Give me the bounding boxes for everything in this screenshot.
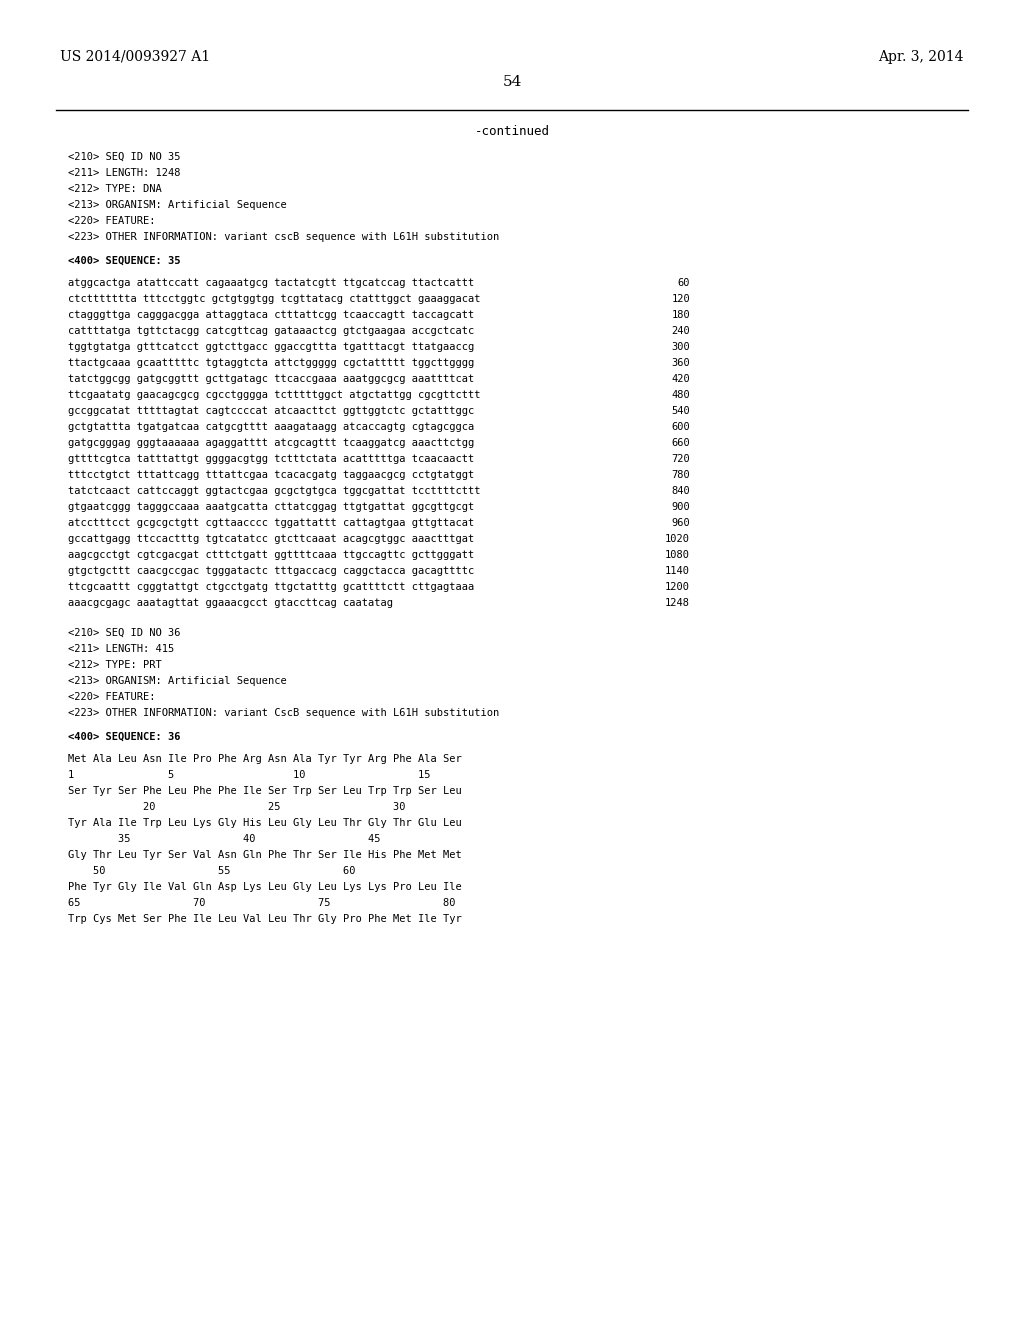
Text: 900: 900 xyxy=(672,502,690,512)
Text: Apr. 3, 2014: Apr. 3, 2014 xyxy=(879,50,964,63)
Text: 54: 54 xyxy=(503,75,521,88)
Text: gttttcgtca tatttattgt ggggacgtgg tctttctata acatttttga tcaacaactt: gttttcgtca tatttattgt ggggacgtgg tctttct… xyxy=(68,454,474,465)
Text: 1               5                   10                  15: 1 5 10 15 xyxy=(68,770,430,780)
Text: Phe Tyr Gly Ile Val Gln Asp Lys Leu Gly Leu Lys Lys Pro Leu Ile: Phe Tyr Gly Ile Val Gln Asp Lys Leu Gly … xyxy=(68,882,462,892)
Text: <211> LENGTH: 415: <211> LENGTH: 415 xyxy=(68,644,174,653)
Text: <210> SEQ ID NO 35: <210> SEQ ID NO 35 xyxy=(68,152,180,162)
Text: gctgtattta tgatgatcaa catgcgtttt aaagataagg atcaccagtg cgtagcggca: gctgtattta tgatgatcaa catgcgtttt aaagata… xyxy=(68,422,474,432)
Text: gccattgagg ttccactttg tgtcatatcc gtcttcaaat acagcgtggc aaactttgat: gccattgagg ttccactttg tgtcatatcc gtcttca… xyxy=(68,535,474,544)
Text: Trp Cys Met Ser Phe Ile Leu Val Leu Thr Gly Pro Phe Met Ile Tyr: Trp Cys Met Ser Phe Ile Leu Val Leu Thr … xyxy=(68,913,462,924)
Text: 1200: 1200 xyxy=(665,582,690,591)
Text: tatctcaact cattccaggt ggtactcgaa gcgctgtgca tggcgattat tccttttcttt: tatctcaact cattccaggt ggtactcgaa gcgctgt… xyxy=(68,486,480,496)
Text: ttcgcaattt cgggtattgt ctgcctgatg ttgctatttg gcattttctt cttgagtaaa: ttcgcaattt cgggtattgt ctgcctgatg ttgctat… xyxy=(68,582,474,591)
Text: <213> ORGANISM: Artificial Sequence: <213> ORGANISM: Artificial Sequence xyxy=(68,676,287,686)
Text: 65                  70                  75                  80: 65 70 75 80 xyxy=(68,898,456,908)
Text: <220> FEATURE:: <220> FEATURE: xyxy=(68,216,156,226)
Text: 360: 360 xyxy=(672,358,690,368)
Text: Tyr Ala Ile Trp Leu Lys Gly His Leu Gly Leu Thr Gly Thr Glu Leu: Tyr Ala Ile Trp Leu Lys Gly His Leu Gly … xyxy=(68,818,462,828)
Text: <210> SEQ ID NO 36: <210> SEQ ID NO 36 xyxy=(68,628,180,638)
Text: <223> OTHER INFORMATION: variant cscB sequence with L61H substitution: <223> OTHER INFORMATION: variant cscB se… xyxy=(68,232,500,242)
Text: tttcctgtct tttattcagg tttattcgaa tcacacgatg taggaacgcg cctgtatggt: tttcctgtct tttattcagg tttattcgaa tcacacg… xyxy=(68,470,474,480)
Text: <220> FEATURE:: <220> FEATURE: xyxy=(68,692,156,702)
Text: 35                  40                  45: 35 40 45 xyxy=(68,834,381,843)
Text: <223> OTHER INFORMATION: variant CscB sequence with L61H substitution: <223> OTHER INFORMATION: variant CscB se… xyxy=(68,708,500,718)
Text: Gly Thr Leu Tyr Ser Val Asn Gln Phe Thr Ser Ile His Phe Met Met: Gly Thr Leu Tyr Ser Val Asn Gln Phe Thr … xyxy=(68,850,462,861)
Text: <400> SEQUENCE: 36: <400> SEQUENCE: 36 xyxy=(68,733,180,742)
Text: 120: 120 xyxy=(672,294,690,304)
Text: tatctggcgg gatgcggttt gcttgatagc ttcaccgaaa aaatggcgcg aaattttcat: tatctggcgg gatgcggttt gcttgatagc ttcaccg… xyxy=(68,374,474,384)
Text: 1020: 1020 xyxy=(665,535,690,544)
Text: atggcactga atattccatt cagaaatgcg tactatcgtt ttgcatccag ttactcattt: atggcactga atattccatt cagaaatgcg tactatc… xyxy=(68,279,474,288)
Text: 660: 660 xyxy=(672,438,690,447)
Text: 840: 840 xyxy=(672,486,690,496)
Text: Ser Tyr Ser Phe Leu Phe Phe Ile Ser Trp Ser Leu Trp Trp Ser Leu: Ser Tyr Ser Phe Leu Phe Phe Ile Ser Trp … xyxy=(68,785,462,796)
Text: 1140: 1140 xyxy=(665,566,690,576)
Text: Met Ala Leu Asn Ile Pro Phe Arg Asn Ala Tyr Tyr Arg Phe Ala Ser: Met Ala Leu Asn Ile Pro Phe Arg Asn Ala … xyxy=(68,754,462,764)
Text: 60: 60 xyxy=(678,279,690,288)
Text: gtgaatcggg tagggccaaa aaatgcatta cttatcggag ttgtgattat ggcgttgcgt: gtgaatcggg tagggccaaa aaatgcatta cttatcg… xyxy=(68,502,474,512)
Text: 20                  25                  30: 20 25 30 xyxy=(68,803,406,812)
Text: aaacgcgagc aaatagttat ggaaacgcct gtaccttcag caatatag: aaacgcgagc aaatagttat ggaaacgcct gtacctt… xyxy=(68,598,393,609)
Text: <212> TYPE: PRT: <212> TYPE: PRT xyxy=(68,660,162,671)
Text: 960: 960 xyxy=(672,517,690,528)
Text: 1248: 1248 xyxy=(665,598,690,609)
Text: -continued: -continued xyxy=(474,125,550,139)
Text: <211> LENGTH: 1248: <211> LENGTH: 1248 xyxy=(68,168,180,178)
Text: 480: 480 xyxy=(672,389,690,400)
Text: 720: 720 xyxy=(672,454,690,465)
Text: ctagggttga cagggacgga attaggtaca ctttattcgg tcaaccagtt taccagcatt: ctagggttga cagggacgga attaggtaca ctttatt… xyxy=(68,310,474,319)
Text: <212> TYPE: DNA: <212> TYPE: DNA xyxy=(68,183,162,194)
Text: ttactgcaaa gcaatttttc tgtaggtcta attctggggg cgctattttt tggcttgggg: ttactgcaaa gcaatttttc tgtaggtcta attctgg… xyxy=(68,358,474,368)
Text: atcctttcct gcgcgctgtt cgttaacccc tggattattt cattagtgaa gttgttacat: atcctttcct gcgcgctgtt cgttaacccc tggatta… xyxy=(68,517,474,528)
Text: gtgctgcttt caacgccgac tgggatactc tttgaccacg caggctacca gacagttttc: gtgctgcttt caacgccgac tgggatactc tttgacc… xyxy=(68,566,474,576)
Text: ttcgaatatg gaacagcgcg cgcctgggga tctttttggct atgctattgg cgcgttcttt: ttcgaatatg gaacagcgcg cgcctgggga tcttttt… xyxy=(68,389,480,400)
Text: 180: 180 xyxy=(672,310,690,319)
Text: 1080: 1080 xyxy=(665,550,690,560)
Text: gatgcgggag gggtaaaaaa agaggatttt atcgcagttt tcaaggatcg aaacttctgg: gatgcgggag gggtaaaaaa agaggatttt atcgcag… xyxy=(68,438,474,447)
Text: 420: 420 xyxy=(672,374,690,384)
Text: gccggcatat tttttagtat cagtccccat atcaacttct ggttggtctc gctatttggc: gccggcatat tttttagtat cagtccccat atcaact… xyxy=(68,407,474,416)
Text: <400> SEQUENCE: 35: <400> SEQUENCE: 35 xyxy=(68,256,180,267)
Text: 780: 780 xyxy=(672,470,690,480)
Text: US 2014/0093927 A1: US 2014/0093927 A1 xyxy=(60,50,210,63)
Text: aagcgcctgt cgtcgacgat ctttctgatt ggttttcaaa ttgccagttc gcttgggatt: aagcgcctgt cgtcgacgat ctttctgatt ggttttc… xyxy=(68,550,474,560)
Text: 540: 540 xyxy=(672,407,690,416)
Text: tggtgtatga gtttcatcct ggtcttgacc ggaccgttta tgatttacgt ttatgaaccg: tggtgtatga gtttcatcct ggtcttgacc ggaccgt… xyxy=(68,342,474,352)
Text: <213> ORGANISM: Artificial Sequence: <213> ORGANISM: Artificial Sequence xyxy=(68,201,287,210)
Text: 600: 600 xyxy=(672,422,690,432)
Text: 240: 240 xyxy=(672,326,690,337)
Text: cattttatga tgttctacgg catcgttcag gataaactcg gtctgaagaa accgctcatc: cattttatga tgttctacgg catcgttcag gataaac… xyxy=(68,326,474,337)
Text: 50                  55                  60: 50 55 60 xyxy=(68,866,355,876)
Text: ctcttttttta tttcctggtc gctgtggtgg tcgttatacg ctatttggct gaaaggacat: ctcttttttta tttcctggtc gctgtggtgg tcgtta… xyxy=(68,294,480,304)
Text: 300: 300 xyxy=(672,342,690,352)
